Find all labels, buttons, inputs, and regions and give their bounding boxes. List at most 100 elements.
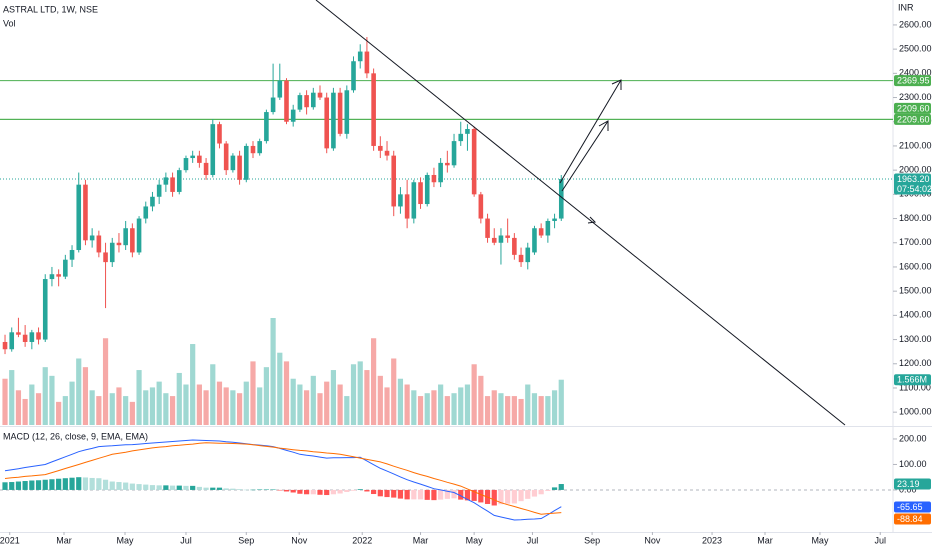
macd-histogram-bar [42,479,48,490]
volume-bar [69,381,75,425]
last-price-label-box [894,173,931,195]
macd-histogram-bar [2,482,8,490]
macd-histogram-bar [424,489,430,500]
volume-bar [404,384,410,425]
candle-body [203,162,209,175]
volume-bar [210,364,216,425]
labels: ASTRAL LTD, 1W, NSE Vol MACD (12, 26, cl… [3,2,932,525]
macd-histogram-bar [216,487,223,490]
macd-histogram-bar [236,489,243,490]
macd-histogram-bar [478,489,484,503]
macd-histogram-bar [411,489,417,500]
macd-histogram-bar [330,489,337,495]
volume-bar [438,384,444,425]
candle-body [471,129,477,195]
macd-histogram-bar [350,489,357,491]
x-tick-label: Sep [584,535,600,545]
symbol-title: ASTRAL LTD, 1W, NSE [3,4,98,14]
y-tick-label: 1000.00 [899,407,932,417]
y-tick-label: 1400.00 [899,310,932,320]
macd-histogram-bar [196,486,202,490]
volume-bar [216,381,223,425]
trend-line-end [587,216,597,224]
macd-histogram-bar [176,485,182,490]
y-tick-label: 2600.00 [899,19,932,29]
macd-histogram-bar [458,489,464,500]
volume-bar [297,384,303,425]
volume-bar [243,381,249,425]
volume-bar [337,384,343,425]
volume-bar [498,393,504,425]
volume-bar [89,390,95,425]
candle-body [16,332,21,335]
candle-body [290,109,296,122]
volume-bar [236,393,243,425]
macd-histogram-bar [149,485,156,490]
volume-bar [270,318,276,425]
currency: INR [898,2,914,12]
macd-histogram-bar [531,489,538,497]
candle-body [384,150,390,156]
candle-body [217,124,222,144]
macd-histogram-bar [431,489,437,501]
candle-body [371,73,376,146]
volume-bar [250,361,256,425]
macd-histogram-bar [129,483,135,490]
candle-body [284,80,289,122]
volume-bar [511,396,517,425]
volume-bar [183,384,189,425]
macd-histogram-bar [464,489,471,501]
candle-body [558,179,564,219]
level-label-box [894,113,931,125]
volume-bar [357,361,363,425]
candle-body [532,228,537,253]
candle-body [136,218,142,253]
macd-histogram-bar [538,489,544,495]
candle-body [404,194,410,219]
macd-histogram-bar [69,477,75,490]
volume-bar [129,401,135,425]
y-tick-label: 1300.00 [899,334,932,344]
macd-label: -65.65 [897,502,923,512]
volume-bar [109,393,115,425]
x-tick-label: Jul [875,535,887,545]
trend-line [315,0,846,426]
volume-bar [169,396,176,425]
x-tick-label: Mar [56,535,72,545]
candle-body [317,92,323,98]
macd-histogram-bar [451,489,457,499]
volume-bar [518,398,524,425]
level-label: 2209.60 [897,114,930,124]
macd-histogram-bar [156,485,162,490]
volume-bar [310,375,316,425]
candle-body [391,155,397,207]
x-tick-label: 2021 [0,535,20,545]
macd-histogram-bar [76,477,82,490]
candle-body [364,51,370,74]
macd-label-box [894,501,931,513]
volume-bar [531,393,538,425]
macd-histogram-bar [116,482,122,490]
candle-body [49,274,55,280]
volume-bar [136,370,142,425]
macd-histogram-bar [223,488,229,490]
candle-body [498,235,504,243]
candle-body [505,235,510,238]
candle-body [163,177,169,185]
volume-bar [230,390,236,425]
x-tick-label: Jul [180,535,192,545]
volume-bar [424,393,430,425]
volume-bar [163,393,169,425]
candle-body [451,141,457,166]
macd-histogram-bar [62,478,68,490]
volume-bar [277,352,283,425]
macd-histogram-bar [444,489,450,499]
volume-bar [2,378,8,425]
volume-bar [56,401,62,425]
candle-body [411,182,417,219]
candle-body [491,237,497,243]
macd-histogram-bar [505,489,511,504]
y-tick-label: 1500.00 [899,286,932,296]
candle-body [223,143,229,171]
